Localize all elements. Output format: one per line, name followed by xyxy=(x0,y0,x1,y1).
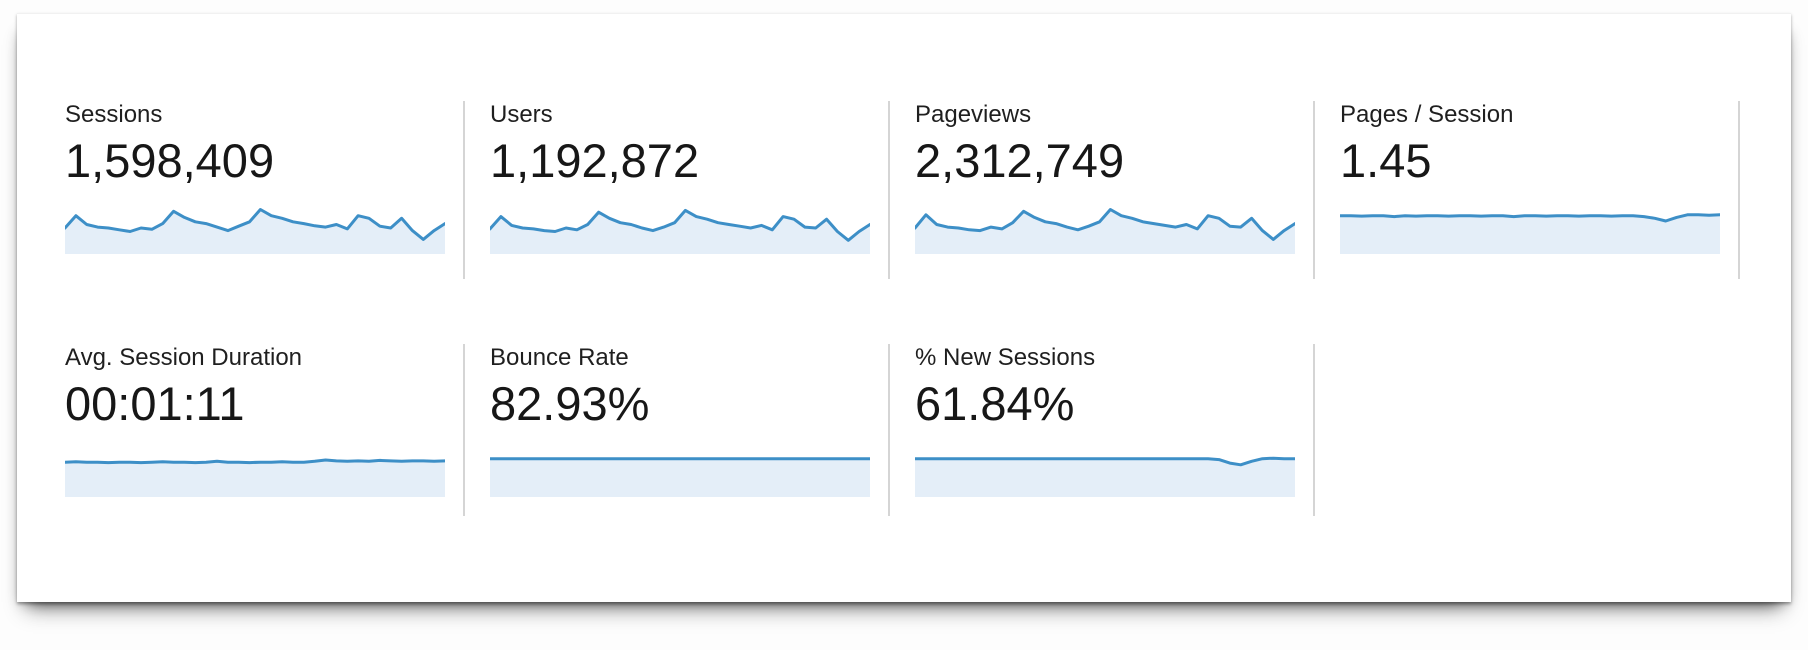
metric-value: 1,598,409 xyxy=(65,134,275,187)
metric-value: 1.45 xyxy=(1340,134,1432,187)
metric-value: 00:01:11 xyxy=(65,377,245,430)
metric-card-pageviews[interactable]: Pageviews 2,312,749 xyxy=(890,101,1315,279)
sparkline-chart xyxy=(490,457,870,497)
metric-value: 1,192,872 xyxy=(490,134,700,187)
metrics-row-1: Sessions 1,598,409 Users 1,192,872 Pagev… xyxy=(65,101,1740,279)
sparkline-chart xyxy=(915,456,1295,497)
sparkline-chart xyxy=(1340,213,1720,254)
sparkline-chart xyxy=(65,458,445,497)
metric-card-new-sessions[interactable]: % New Sessions 61.84% xyxy=(890,344,1315,516)
metric-value: 82.93% xyxy=(490,377,650,430)
metric-label: Users xyxy=(490,101,553,128)
sparkline-chart xyxy=(65,208,445,254)
metrics-row-2: Avg. Session Duration 00:01:11 Bounce Ra… xyxy=(65,344,1315,516)
metric-card-users[interactable]: Users 1,192,872 xyxy=(465,101,890,279)
metric-label: % New Sessions xyxy=(915,344,1096,371)
metric-label: Pageviews xyxy=(915,101,1032,128)
metric-card-pages-session[interactable]: Pages / Session 1.45 xyxy=(1315,101,1740,279)
metric-label: Pages / Session xyxy=(1340,101,1514,128)
metric-card-avg-session-duration[interactable]: Avg. Session Duration 00:01:11 xyxy=(65,344,465,516)
sparkline-chart xyxy=(915,208,1295,254)
metric-value: 2,312,749 xyxy=(915,134,1125,187)
metric-label: Avg. Session Duration xyxy=(65,344,303,371)
metric-card-bounce-rate[interactable]: Bounce Rate 82.93% xyxy=(465,344,890,516)
metric-card-sessions[interactable]: Sessions 1,598,409 xyxy=(65,101,465,279)
metric-label: Bounce Rate xyxy=(490,344,629,371)
metrics-panel: Sessions 1,598,409 Users 1,192,872 Pagev… xyxy=(17,13,1791,602)
sparkline-chart xyxy=(490,208,870,254)
metric-value: 61.84% xyxy=(915,377,1075,430)
metric-label: Sessions xyxy=(65,101,163,128)
